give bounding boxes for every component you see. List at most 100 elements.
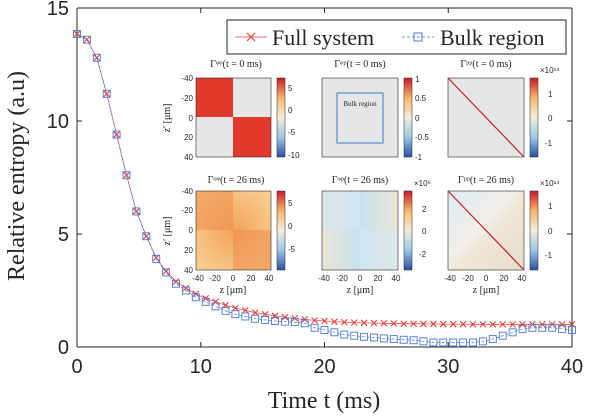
- inset-y-tick: -40: [181, 187, 193, 196]
- heatmap-quadrant: [196, 78, 233, 117]
- colorbar-tick: -5: [288, 128, 296, 137]
- colorbar-tick: 2: [422, 205, 427, 214]
- series-line: [76, 33, 573, 343]
- legend-label-bulk: Bulk region: [440, 25, 545, 50]
- inset-x-tick: -40: [192, 274, 204, 283]
- data-point-full-system: [281, 313, 289, 321]
- data-point-bulk-region: [409, 336, 418, 345]
- data-point-bulk-region: [271, 317, 279, 325]
- data-point-full-system: [489, 321, 497, 328]
- data-point-bulk-region: [261, 315, 270, 324]
- inset-y-label: z′ [μm]: [162, 217, 173, 246]
- data-point-bulk-region: [201, 297, 210, 306]
- inset-x-tick: 20: [500, 274, 509, 283]
- heatmap-frame: [195, 190, 272, 271]
- data-point-bulk-region: [548, 323, 557, 332]
- colorbar-tick: -5: [288, 245, 296, 254]
- inset-x-tick: -40: [444, 274, 456, 283]
- inset-phip-t26: Γᵠᵖ(t = 26 ms) -40 -20 0 20 40 z [μm] ×1…: [318, 175, 431, 296]
- data-point-full-system: [479, 321, 487, 328]
- data-point-bulk-region: [360, 332, 369, 341]
- x-tick-label: 10: [190, 356, 212, 378]
- colorbar-tick: -1: [545, 139, 553, 148]
- inset-x-tick: -40: [318, 274, 330, 283]
- data-point-bulk-region: [350, 331, 359, 340]
- data-point-bulk-region: [389, 335, 398, 344]
- y-axis-label: Relative entropy (a.u): [4, 71, 30, 281]
- colorbar: [276, 77, 286, 158]
- inset-x-tick: 20: [247, 274, 256, 283]
- data-point-full-system: [459, 320, 467, 328]
- inset-y-label: z′ [μm]: [162, 104, 173, 133]
- data-point-full-system: [469, 321, 477, 328]
- colorbar-tick: 0: [548, 114, 553, 123]
- data-point-bulk-region: [132, 207, 141, 216]
- data-point-bulk-region: [538, 323, 547, 332]
- data-point-full-system: [311, 316, 318, 324]
- colorbar-tick: -10: [288, 151, 300, 160]
- inset-y-tick: -40: [181, 74, 193, 83]
- inset-y-tick: 40: [184, 153, 193, 162]
- inset-title: Γᵖᵖ(t = 26 ms): [458, 175, 514, 186]
- data-point-bulk-region: [498, 331, 507, 340]
- colorbar-tick: 0: [422, 227, 427, 236]
- inset-title: Γᵠᵖ(t = 26 ms): [332, 175, 388, 186]
- data-point-bulk-region: [280, 317, 289, 326]
- inset-x-tick: 40: [265, 274, 274, 283]
- heatmap-quadrant: [196, 191, 233, 230]
- colorbar-tick: 0: [548, 227, 553, 236]
- inset-x-tick: 0: [484, 274, 489, 283]
- colorbar-tick: 0: [288, 222, 293, 231]
- y-tick-label: 5: [58, 224, 69, 246]
- data-point-bulk-region: [478, 337, 487, 346]
- series-layer: [73, 30, 576, 347]
- data-point-bulk-region: [142, 232, 151, 241]
- legend-marker-bulk: [413, 32, 423, 42]
- inset-y-tick: -20: [181, 94, 193, 103]
- data-point-bulk-region: [172, 279, 180, 288]
- data-point-bulk-region: [439, 338, 448, 347]
- heatmap-quadrant: [360, 230, 398, 270]
- inset-y-tick: 20: [184, 246, 193, 255]
- inset-y-tick: 0: [189, 226, 194, 235]
- heatmap-quadrant: [233, 230, 271, 270]
- colorbar-tick: 1: [548, 202, 553, 211]
- data-point-bulk-region: [251, 314, 260, 323]
- inset-x-tick: 40: [518, 274, 527, 283]
- data-point-bulk-region: [191, 293, 200, 302]
- colorbar-exponent: ×10¹⁴: [540, 66, 560, 75]
- data-point-bulk-region: [370, 333, 378, 342]
- heatmap-diagonal: [447, 77, 525, 158]
- legend: Full system Bulk region: [226, 19, 567, 55]
- colorbar-tick: -2: [419, 250, 427, 259]
- inset-phiphi-t26: Γᵠᵠ(t = 26 ms) z′ [μm] -40 -20 0 20 40 -…: [162, 175, 296, 296]
- data-point-bulk-region: [419, 337, 428, 346]
- data-point-bulk-region: [310, 323, 319, 332]
- data-point-bulk-region: [152, 254, 161, 263]
- legend-marker-full: [246, 32, 256, 42]
- data-point-full-system: [499, 321, 507, 328]
- colorbar-exponent: ×10⁶: [414, 179, 431, 188]
- data-point-bulk-region: [290, 318, 299, 327]
- inset-x-label: z [μm]: [220, 285, 247, 296]
- data-point-full-system: [519, 321, 526, 328]
- heatmap-quadrant: [233, 78, 271, 117]
- heatmap-diagonal: [447, 190, 525, 271]
- data-point-full-system: [331, 318, 338, 326]
- bulk-region-box: [336, 92, 384, 144]
- colorbar-exponent: ×10¹⁴: [540, 179, 560, 188]
- colorbar-tick: 0: [288, 106, 293, 115]
- y-tick-label: 0: [58, 337, 69, 359]
- heatmap-frame: [321, 190, 399, 271]
- data-point-full-system: [420, 320, 427, 328]
- x-tick-label: 20: [313, 356, 335, 378]
- data-point-bulk-region: [231, 310, 240, 319]
- inset-pp-t0: Γᵖᵖ(t = 0 ms) ×10¹⁴ 1 0 -1: [447, 59, 560, 158]
- data-point-full-system: [321, 317, 328, 325]
- data-point-full-system: [350, 319, 358, 326]
- data-point-bulk-region: [300, 319, 309, 328]
- data-point-bulk-region: [449, 338, 458, 347]
